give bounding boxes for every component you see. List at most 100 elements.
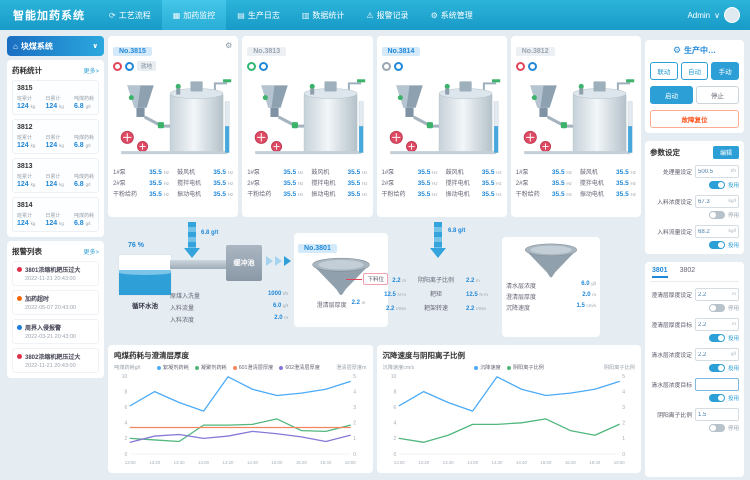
- setting-field-input[interactable]: [698, 381, 726, 388]
- nav-tab-system[interactable]: ⚙ 系统管理: [420, 0, 484, 30]
- dosage-stat: 日累计 124 kg: [45, 95, 63, 110]
- setting-toggle[interactable]: [708, 211, 725, 219]
- svg-text:13:40: 13:40: [174, 460, 186, 465]
- toggle-knob: [717, 182, 724, 188]
- tank-stat-value: 35.5 Hz: [347, 180, 368, 187]
- tank-stat: 2#泵 35.5 Hz: [516, 178, 572, 187]
- legend-dot: [194, 365, 199, 370]
- alarm-item[interactable]: 3802浓缩机耙压过大 2022-11-21 20:43:00: [12, 348, 99, 373]
- chart-title: 沉降速度与阴阳离子比例: [382, 351, 466, 360]
- dosage-card: 3813 班累计 124 kg 日累计 124 kg 吨煤药耗 6.8 g/t: [12, 158, 99, 193]
- tank-stat-label: 鼓风机: [311, 170, 330, 176]
- nav-tab-alarm[interactable]: ⚠ 报警记录: [355, 0, 419, 30]
- tank-stat: 鼓风机 35.5 Hz: [580, 167, 636, 176]
- mode-tag: 就地: [137, 61, 157, 71]
- system-selector[interactable]: ⌂ 块煤系统 ∨: [7, 36, 104, 56]
- tank-stat-label: 2#泵: [381, 181, 395, 187]
- nav-tab-log[interactable]: ▤ 生产日志: [226, 0, 291, 30]
- mode-button[interactable]: 手动: [711, 62, 740, 80]
- dosage-card-cols: 班累计 124 kg 日累计 124 kg 吨煤药耗 6.8 g/t: [17, 212, 94, 227]
- nav-tab-monitor[interactable]: ▦ 加药监控: [161, 0, 227, 30]
- legend-item: 絮凝剂药耗: [156, 364, 189, 371]
- thickener2-stat: 沉降速度 1.5 cm/s: [506, 303, 596, 312]
- alarm-line: 周界入侵报警: [17, 323, 94, 332]
- alarm-more-link[interactable]: 更多>: [83, 250, 99, 256]
- tank-stat-label: 搅拌电机: [311, 181, 336, 187]
- start-button[interactable]: 启动: [650, 86, 693, 104]
- tank-stat-label: 鼓风机: [177, 170, 196, 176]
- dosage-stat-label: 日累计: [45, 174, 61, 180]
- setting-field-input[interactable]: [698, 198, 726, 205]
- edit-button[interactable]: 编辑: [712, 146, 739, 159]
- legend-label: 601澄清层厚度: [238, 365, 274, 371]
- alarm-list: 3801浓缩机耙压过大 2022-11-21 20:43:00 加药超时 2022-0…: [12, 261, 99, 373]
- setting-toggle[interactable]: [708, 424, 725, 432]
- legend-item: 沉降速度: [474, 364, 501, 371]
- tank-stat-label: 鼓风机: [445, 170, 464, 176]
- setting-field-input[interactable]: [698, 411, 726, 418]
- svg-text:13:20: 13:20: [418, 460, 430, 465]
- avatar[interactable]: [724, 7, 740, 23]
- setting-field-input[interactable]: [698, 321, 726, 328]
- thickener-tab-3801[interactable]: 3801: [652, 267, 668, 278]
- svg-text:14:20: 14:20: [491, 460, 503, 465]
- alarm-time: 2022-11-21 20:43:00: [25, 276, 76, 282]
- gear-icon[interactable]: ⚙: [225, 41, 233, 50]
- dosage-stats-title: 药耗统计: [12, 66, 42, 75]
- setting-field-input[interactable]: [698, 291, 726, 298]
- chart-legend: 沉降速度 阴阳离子比例: [414, 364, 604, 371]
- svg-text:4: 4: [353, 389, 356, 395]
- dosage-stat: 吨煤药耗 6.8 g/t: [74, 173, 94, 188]
- setting-toggle[interactable]: [708, 364, 725, 372]
- legend-item: 601澄清层厚度: [232, 364, 274, 371]
- svg-text:2: 2: [353, 421, 356, 427]
- process-flow-section: 76 % 循环水池 6.8 g/t 缓冲池 No.3801 下料位: [108, 220, 641, 342]
- setting-field-label: 清水层浓度设定: [651, 353, 692, 359]
- setting-toggle-label: 投用: [727, 366, 739, 372]
- svg-text:2: 2: [124, 436, 127, 442]
- water-fill: [119, 270, 171, 295]
- setting-field-label: 入料浓度设定: [657, 200, 692, 206]
- tank-stat-value: 35.5 Hz: [283, 180, 304, 187]
- setting-field-input[interactable]: [698, 228, 726, 235]
- toggle-knob: [717, 335, 724, 341]
- setting-field-input[interactable]: [698, 351, 726, 358]
- system-icon: ⚙: [430, 10, 438, 20]
- thickener-tab-3802[interactable]: 3802: [679, 267, 696, 274]
- tank-stat-value: 35.5 Hz: [417, 180, 438, 187]
- mode-button[interactable]: 自动: [680, 62, 709, 80]
- setting-toggle[interactable]: [708, 334, 725, 342]
- thickener-3801-badge: No.3801: [298, 244, 337, 253]
- setting-toggle[interactable]: [708, 304, 725, 312]
- setting-toggle-label: 停用: [727, 306, 739, 312]
- tank-status-icons: 就地: [113, 61, 233, 71]
- dosage-stats-more-link[interactable]: 更多>: [83, 69, 99, 75]
- tank-stat-label: 振动电机: [177, 192, 202, 198]
- nav-tab-process[interactable]: ⟳ 工艺流程: [98, 0, 162, 30]
- tank-stats: 1#泵 35.5 Hz 鼓风机 35.5 Hz 2#泵 35.5 Hz 搅拌电机 35.5 H…: [382, 167, 502, 198]
- dosing-down-arrow: [184, 222, 200, 258]
- alarm-time: 2022-03-21 20:43:00: [25, 334, 77, 340]
- nav-tabs: ⟳ 工艺流程 ▦ 加药监控 ▤ 生产日志 ▥ 数据统计 ⚠ 报警记录 ⚙ 系统管理: [98, 0, 687, 30]
- thickener-3802-card: 清水层浓度 6.0 g/l 澄清层厚度 2.0 m 沉降速度 1.5 cm/s: [502, 237, 600, 337]
- mode-button[interactable]: 联动: [650, 62, 678, 80]
- alarm-item[interactable]: 周界入侵报警 2022-03-21 20:43:00: [12, 319, 99, 344]
- y-axis-label-right: 澄清层厚度m: [336, 365, 367, 371]
- user-menu[interactable]: Admin ∨: [687, 7, 750, 23]
- feed-stats: 原煤入洗量 1000 t/h 入料流量 6.0 g/t 入料浓度 2.0 m: [170, 288, 288, 324]
- buffer-pool: 缓冲池: [226, 245, 262, 281]
- level-leader-line: [346, 279, 362, 280]
- alarm-item[interactable]: 加药超时 2022-05-07 20:43:00: [12, 290, 99, 315]
- compare-stat-row: 2.2 r/min 耙架转速 2.2 r/min: [376, 303, 500, 312]
- thickener-3801-card: No.3801 下料位 澄清层厚度 2.2 m: [294, 233, 388, 327]
- setting-toggle[interactable]: [708, 241, 725, 249]
- setting-field-input[interactable]: [698, 168, 726, 175]
- nav-tab-stats[interactable]: ▥ 数据统计: [291, 0, 356, 30]
- setting-toggle[interactable]: [708, 181, 725, 189]
- fault-reset-button[interactable]: 故障复位: [650, 110, 739, 128]
- alarm-item[interactable]: 3801浓缩机耙压过大 2022-11-21 20:43:00: [12, 261, 99, 286]
- svg-text:4: 4: [622, 389, 625, 395]
- setting-toggle[interactable]: [708, 394, 725, 402]
- stop-button[interactable]: 停止: [696, 86, 739, 104]
